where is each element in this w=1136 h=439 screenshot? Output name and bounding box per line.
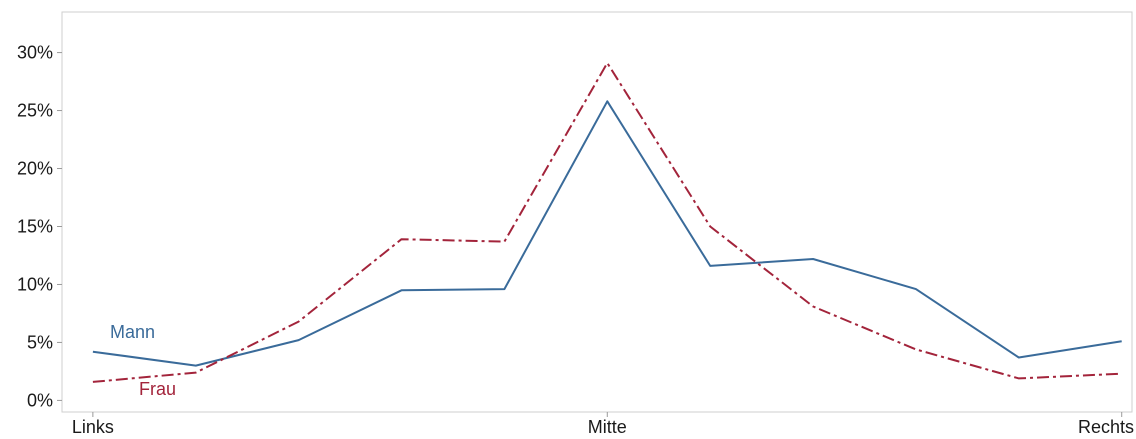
y-axis: 0% 5% 10% 15% 20% 25% 30% (17, 43, 62, 410)
y-tick-label: 20% (17, 159, 53, 179)
y-tick-label: 30% (17, 43, 53, 63)
series-line-frau (92, 62, 1122, 383)
y-tick-label: 10% (17, 274, 53, 294)
y-tick-label: 0% (27, 390, 53, 410)
x-tick-label: Mitte (588, 417, 627, 437)
series-line-mann (92, 100, 1122, 367)
x-tick-label: Rechts (1078, 417, 1134, 437)
y-tick-label: 15% (17, 216, 53, 236)
x-tick-label: Links (72, 417, 114, 437)
series-lines (92, 62, 1122, 383)
series-label-frau: Frau (139, 379, 176, 399)
x-axis: Links Mitte Rechts (72, 412, 1134, 437)
y-tick-label: 5% (27, 332, 53, 352)
series-label-mann: Mann (110, 322, 155, 342)
series-labels: Mann Frau (110, 322, 176, 399)
plot-frame (61, 11, 1133, 413)
y-tick-label: 25% (17, 101, 53, 121)
